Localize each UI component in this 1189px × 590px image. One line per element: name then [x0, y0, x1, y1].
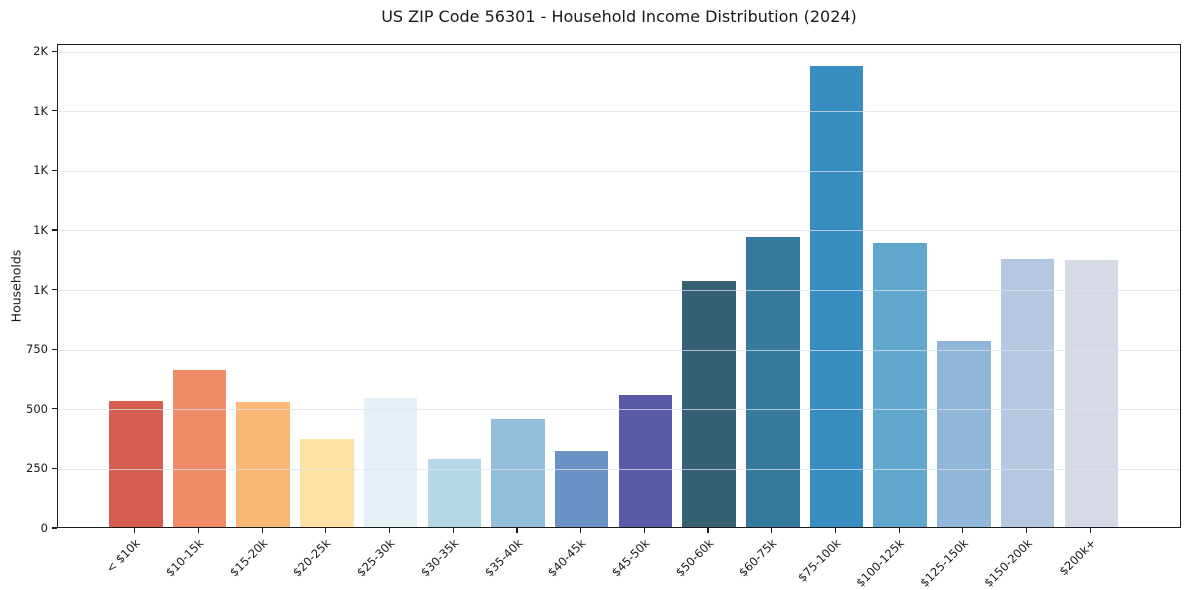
bar-$50-60k: [682, 281, 736, 527]
bar-$25-30k: [363, 398, 418, 527]
bar-$30-35k: [427, 459, 481, 527]
x-tick-mark: [516, 528, 518, 533]
y-tick-mark: [52, 169, 57, 171]
y-tick-mark: [52, 348, 57, 350]
bar-< $10k: [109, 400, 163, 527]
x-tick-mark: [834, 528, 837, 533]
y-tick-mark: [52, 527, 57, 529]
x-tick-label: $45-50k: [608, 536, 653, 580]
x-tick-mark: [1025, 528, 1028, 533]
bar-$100-125k: [873, 243, 927, 527]
x-tick-label: $75-100k: [794, 536, 844, 585]
y-tick-label: 1K: [33, 282, 48, 297]
plot-area: [57, 44, 1181, 528]
y-tick-label: 500: [26, 401, 48, 416]
bar-$75-100k: [809, 65, 864, 527]
gridline-2000: [58, 51, 1180, 53]
y-tick-label: 2K: [33, 44, 48, 59]
y-tick-mark: [52, 288, 57, 291]
x-tick-label: $30-35k: [417, 536, 462, 580]
x-tick-label: < $10k: [103, 536, 143, 576]
x-tick-mark: [1089, 528, 1091, 533]
y-tick-mark: [52, 408, 57, 410]
gridline-1750: [58, 111, 1180, 113]
x-tick-mark: [197, 528, 200, 533]
x-tick-mark: [452, 528, 454, 533]
y-tick-label: 1K: [33, 103, 48, 118]
x-tick-mark: [261, 528, 263, 533]
gridline-1000: [58, 290, 1180, 292]
x-tick-mark: [325, 528, 327, 533]
x-tick-label: $200k+: [1056, 536, 1099, 579]
gridline-750: [58, 349, 1180, 351]
y-tick-label: 750: [26, 342, 48, 357]
x-tick-label: $25-30k: [354, 536, 398, 580]
x-tick-label: $20-25k: [290, 536, 334, 580]
bar-$20-25k: [300, 438, 354, 527]
y-tick-label: 1K: [33, 222, 48, 237]
x-tick-mark: [707, 528, 709, 533]
x-tick-mark: [962, 528, 964, 533]
x-tick-mark: [580, 528, 582, 533]
bar-$150-200k: [1000, 258, 1055, 527]
bar-$200k+: [1064, 259, 1118, 527]
gridline-250: [58, 468, 1180, 470]
y-tick-label: 0: [40, 521, 48, 535]
x-tick-label: $150-200k: [980, 536, 1035, 590]
chart-title: US ZIP Code 56301 - Household Income Dis…: [381, 7, 857, 26]
x-tick-label: $50-60k: [672, 536, 716, 580]
bar-$40-45k: [554, 450, 609, 527]
bar-$125-150k: [937, 341, 991, 527]
x-tick-label: $60-75k: [736, 536, 780, 580]
y-tick-label: 1K: [33, 163, 48, 178]
y-tick-mark: [52, 467, 57, 469]
y-tick-mark: [52, 50, 57, 52]
x-tick-mark: [771, 528, 773, 533]
x-tick-label: $100-125k: [853, 536, 908, 590]
bar-$60-75k: [746, 237, 800, 527]
x-tick-mark: [134, 528, 136, 533]
bar-$15-20k: [236, 401, 290, 527]
x-tick-label: $15-20k: [226, 536, 271, 580]
gridline-1250: [58, 230, 1180, 232]
x-tick-label: $35-40k: [481, 536, 525, 580]
x-tick-mark: [898, 528, 900, 533]
bar-$35-40k: [491, 418, 545, 527]
x-tick-mark: [388, 528, 391, 533]
x-tick-label: $10-15k: [162, 536, 207, 580]
y-tick-mark: [52, 110, 57, 112]
x-tick-label: $40-45k: [545, 536, 589, 580]
bar-$10-15k: [172, 369, 227, 527]
gridline-1500: [58, 170, 1180, 172]
x-tick-mark: [643, 528, 645, 533]
y-tick-mark: [52, 229, 57, 231]
x-tick-label: $125-150k: [916, 536, 971, 590]
gridline-500: [58, 409, 1180, 411]
y-tick-label: 250: [26, 461, 48, 476]
bar-$45-50k: [618, 394, 673, 527]
